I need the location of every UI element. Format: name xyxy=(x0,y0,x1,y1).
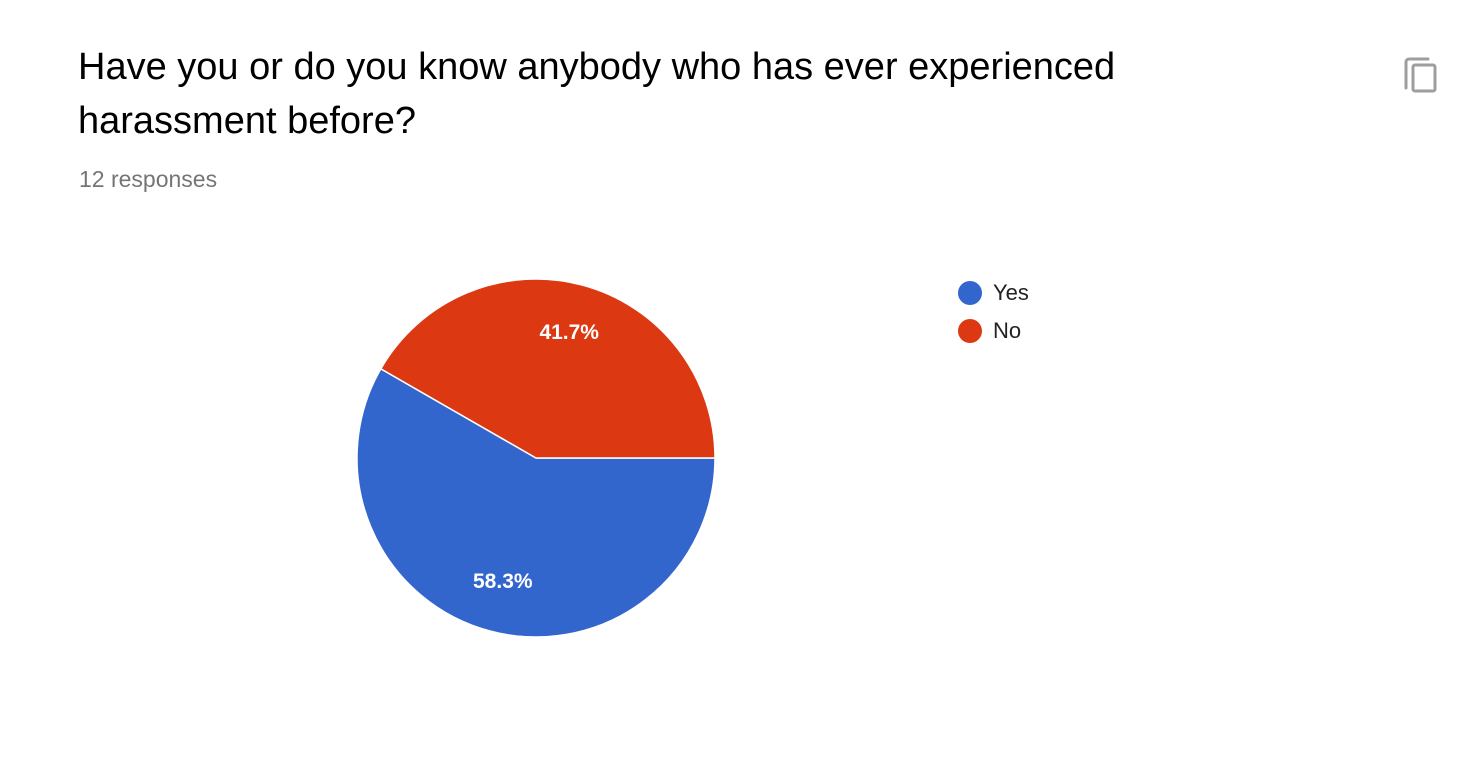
legend-label-yes: Yes xyxy=(993,280,1029,305)
slice-label-yes: 58.3% xyxy=(473,570,533,593)
copy-icon xyxy=(1404,57,1437,93)
legend-swatch-no xyxy=(958,319,982,343)
chart-legend: Yes No xyxy=(958,274,1029,350)
legend-swatch-yes xyxy=(958,281,982,305)
pie-slice-no[interactable] xyxy=(379,278,716,459)
question-title: Have you or do you know anybody who has … xyxy=(78,46,1116,142)
legend-label-no: No xyxy=(993,318,1022,343)
copy-chart-button[interactable] xyxy=(1398,50,1444,96)
legend-item-yes[interactable]: Yes xyxy=(958,274,1029,312)
response-count: 12 responses xyxy=(79,166,218,192)
legend-item-no[interactable]: No xyxy=(958,312,1029,350)
pie-slice-yes[interactable] xyxy=(356,367,716,638)
slice-label-no: 41.7% xyxy=(539,321,599,344)
